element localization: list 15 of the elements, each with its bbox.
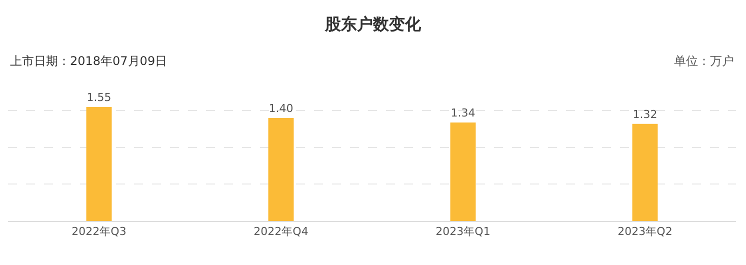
x-tick-label: 2022年Q3: [72, 225, 126, 238]
text: 上市日期：2018年07月09日: [10, 54, 168, 68]
text: 单位：万户: [674, 54, 734, 68]
bar: [450, 122, 476, 221]
data-label: 1.32: [632, 108, 658, 121]
data-label: 1.55: [86, 91, 112, 104]
bar: [632, 124, 658, 221]
data-label: 1.34: [450, 106, 476, 120]
chart-title: 股东户数变化: [324, 14, 422, 34]
x-tick-label: 2023年Q1: [436, 225, 490, 238]
data-label: 1.40: [268, 102, 294, 116]
bar: [268, 118, 294, 221]
bar: [86, 107, 112, 221]
x-tick-label: 2022年Q4: [254, 225, 308, 238]
x-tick-label: 2023年Q2: [618, 225, 672, 238]
